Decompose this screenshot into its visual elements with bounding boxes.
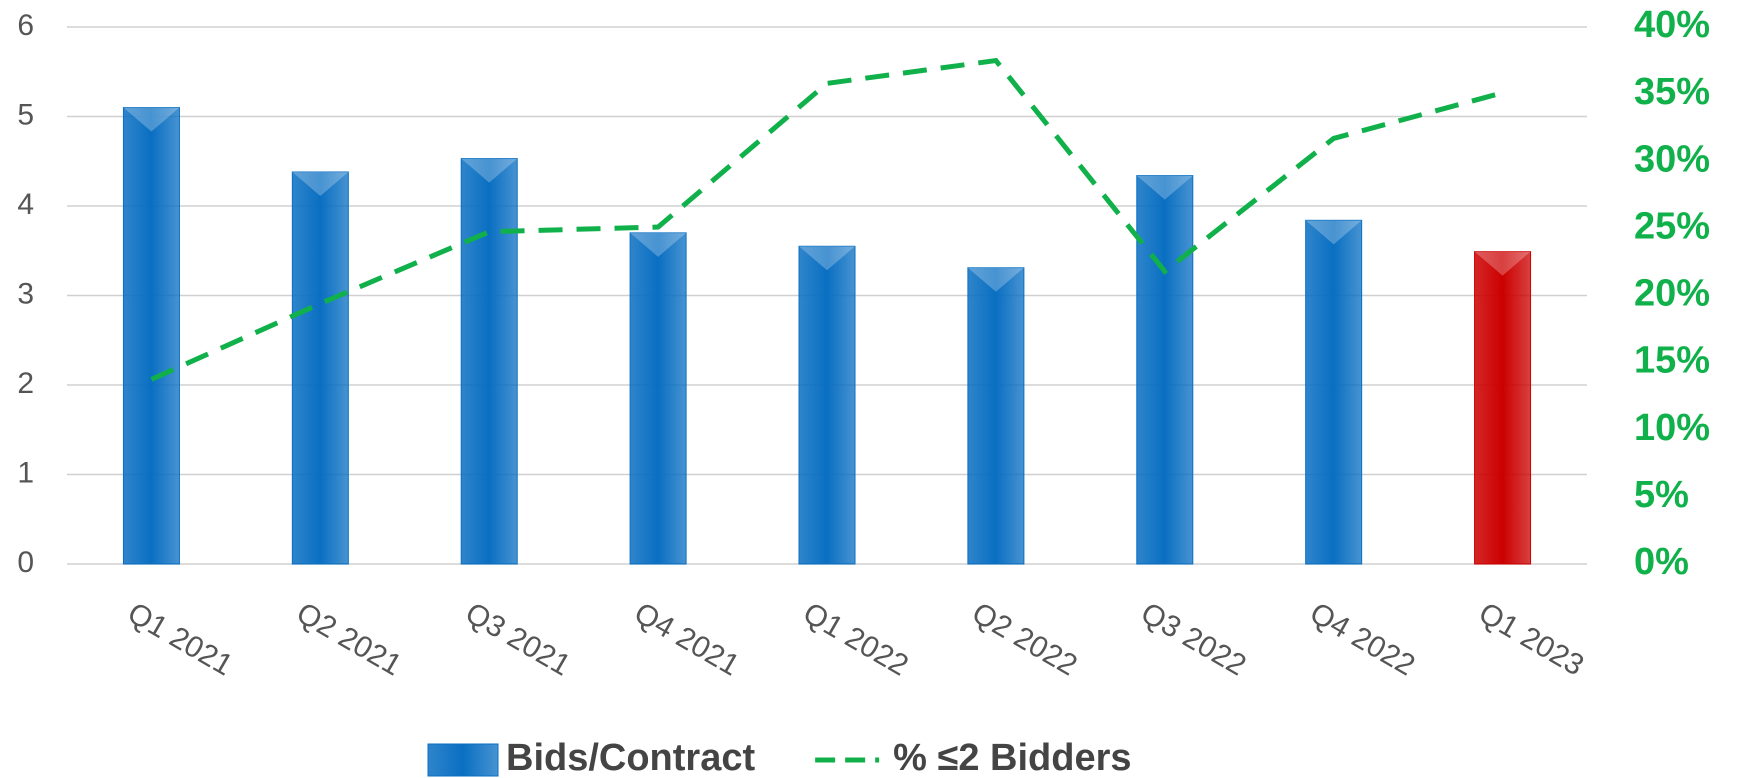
y2-tick-label: 0% — [1634, 541, 1689, 583]
y-tick-label: 6 — [17, 9, 34, 42]
bar-bevel — [799, 246, 855, 271]
bar-bevel — [630, 232, 687, 257]
x-tick-label: Q2 2022 — [966, 596, 1082, 682]
x-tick-label: Q1 2022 — [798, 596, 914, 682]
y2-tick-label: 15% — [1634, 340, 1710, 382]
x-tick-label: Q4 2021 — [629, 596, 745, 682]
bar — [122, 107, 180, 565]
bar-bevel — [1305, 220, 1362, 245]
bar — [1136, 175, 1194, 565]
bar — [291, 171, 349, 565]
bar-bevel — [292, 171, 349, 196]
line — [150, 57, 1504, 382]
bar-bevel — [967, 267, 1024, 292]
y2-tick-label: 25% — [1634, 205, 1710, 247]
x-tick-label: Q2 2021 — [291, 596, 407, 682]
x-tick-label: Q1 2023 — [1473, 596, 1589, 682]
legend-label: % ≤2 Bidders — [893, 737, 1131, 778]
y2-tick-label: 10% — [1634, 407, 1710, 449]
y2-tick-label: 20% — [1634, 273, 1710, 315]
y-tick-label: 1 — [17, 456, 34, 489]
bar-bevel — [1474, 251, 1531, 276]
y-tick-label: 0 — [17, 546, 34, 579]
bar — [967, 267, 1025, 565]
y2-tick-label: 35% — [1634, 71, 1710, 113]
bar — [1305, 219, 1363, 565]
y-tick-label: 4 — [17, 188, 34, 221]
bar — [629, 232, 687, 565]
bar — [1474, 251, 1532, 565]
bar — [798, 245, 856, 565]
legend-swatch — [427, 743, 499, 777]
legend-label: Bids/Contract — [506, 737, 755, 778]
y-tick-label: 3 — [17, 277, 34, 310]
y-tick-label: 2 — [17, 367, 34, 400]
bar-bevel — [1136, 175, 1193, 200]
bar-bevel — [123, 107, 180, 132]
y2-tick-label: 30% — [1634, 138, 1710, 180]
x-tick-label: Q4 2022 — [1304, 596, 1420, 682]
bar — [460, 158, 518, 565]
x-tick-label: Q3 2021 — [460, 596, 576, 682]
y2-tick-label: 40% — [1634, 4, 1710, 46]
y-tick-label: 5 — [17, 98, 34, 131]
bar-bevel — [461, 158, 518, 183]
x-tick-label: Q1 2021 — [122, 596, 238, 682]
x-tick-label: Q3 2022 — [1135, 596, 1251, 682]
y2-tick-label: 5% — [1634, 474, 1689, 516]
